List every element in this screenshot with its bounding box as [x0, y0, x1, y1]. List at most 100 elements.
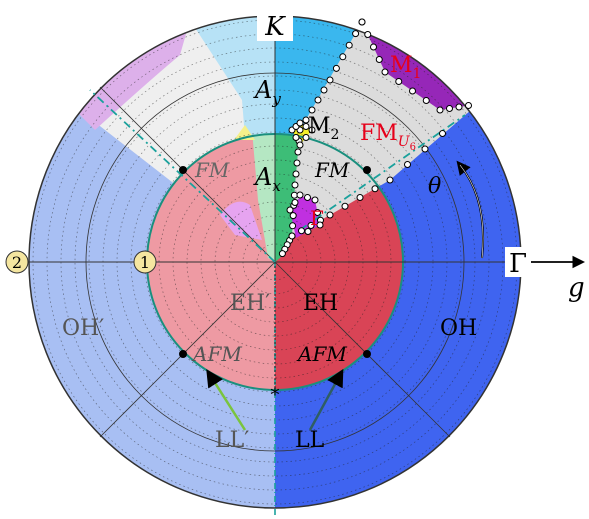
- ay-region: [275, 16, 362, 262]
- boundary-dot: [296, 119, 304, 127]
- boundary-dot: [302, 134, 310, 141]
- boundary-dot: [455, 103, 463, 111]
- g-axis-label: g: [568, 273, 585, 303]
- boundary-dot: [371, 185, 379, 193]
- boundary-dot: [292, 170, 300, 178]
- boundary-dot: [404, 161, 411, 168]
- boundary-dot: [291, 199, 299, 206]
- m2-label: M2: [308, 114, 339, 143]
- ll-label: LL: [295, 428, 325, 453]
- boundary-dot: [291, 181, 299, 189]
- boundary-dot: [436, 106, 444, 114]
- boundary-dot: [375, 56, 383, 63]
- oh-prime-label: OH′: [62, 316, 104, 341]
- boundary-dot: [296, 141, 304, 149]
- boundary-dot: [304, 194, 311, 201]
- theta-label: θ: [428, 174, 441, 199]
- boundary-dot: [446, 105, 453, 112]
- boundary-dot: [307, 222, 315, 229]
- boundary-dot: [409, 87, 416, 95]
- gamma-phase-label: Γ: [310, 206, 324, 230]
- boundary-dot: [293, 159, 301, 167]
- boundary-dot: [345, 41, 353, 49]
- boundary-dot: [386, 176, 394, 184]
- boundary-dot: [339, 53, 347, 61]
- boundary-dot: [439, 130, 446, 137]
- theta-arrow-highlight: [459, 164, 484, 259]
- boundary-dot: [288, 232, 296, 240]
- boundary-dot: [381, 68, 389, 76]
- afm-right-point: [363, 350, 371, 358]
- boundary-dot: [332, 64, 340, 72]
- gamma-axis-label: Γ: [509, 249, 527, 279]
- diag-lower-left: [99, 261, 276, 438]
- m1-label: M1: [390, 53, 421, 82]
- boundary-dot: [465, 102, 472, 109]
- m1-light-region: [60, 20, 190, 130]
- boundary-dot: [314, 96, 322, 104]
- boundary-dot: [302, 123, 310, 130]
- boundary-dot: [294, 148, 302, 156]
- boundary-dot: [395, 78, 403, 85]
- tick-2-marker: [5, 250, 29, 274]
- boundary-dot: [314, 209, 321, 216]
- boundary-dot: [364, 31, 372, 38]
- boundary-dot: [422, 97, 430, 104]
- left-diagonal-teal: [89, 89, 276, 263]
- oh-label: OH: [440, 316, 477, 341]
- eh-upper-region: [292, 180, 403, 258]
- fm-u6-label: FMU6: [360, 121, 416, 153]
- tick-1-marker: [133, 250, 157, 274]
- afm-left-label: AFM: [191, 342, 242, 366]
- boundary-dot: [352, 30, 360, 38]
- boundary-dot: [308, 106, 316, 114]
- k-label: K: [264, 12, 286, 42]
- boundary-dot: [289, 212, 297, 220]
- boundary-dot: [298, 227, 305, 235]
- fm-right-label: FM: [314, 158, 350, 182]
- fm-left-point: [179, 166, 187, 174]
- boundary-dot: [289, 222, 297, 230]
- tick-2-label: 2: [12, 253, 22, 272]
- ll-prime-arrow: [206, 369, 247, 431]
- boundary-dot: [292, 134, 300, 141]
- boundary-dot: [326, 76, 334, 84]
- boundary-dot: [370, 43, 377, 51]
- afm-left-point: [179, 350, 187, 358]
- ay-label: Ay: [253, 76, 281, 108]
- boundary-dot: [316, 221, 324, 229]
- boundary-dot: [304, 228, 312, 235]
- boundary-dot: [421, 145, 429, 153]
- boundary-dot: [358, 18, 366, 26]
- ll-arrow: [308, 368, 344, 431]
- fm-right-point: [363, 166, 371, 174]
- diag-lower-right: [274, 261, 451, 438]
- boundary-dot: [278, 250, 286, 258]
- boundary-dots: [278, 18, 472, 258]
- boundary-dot: [290, 191, 298, 199]
- boundary-dot: [341, 202, 349, 210]
- gamma-label-box: [505, 247, 531, 277]
- boundary-dot: [286, 206, 294, 214]
- ax-label: Ax: [253, 163, 281, 195]
- boundary-dot: [326, 211, 334, 219]
- boundary-dot: [320, 86, 328, 94]
- eh-prime-label: EH′: [230, 291, 270, 316]
- k-label-box: [257, 9, 293, 41]
- gamma-light-region: [220, 201, 262, 240]
- eh-label: EH: [303, 291, 338, 316]
- boundary-dot: [311, 196, 319, 204]
- tick-1-label: 1: [140, 253, 150, 272]
- diag-upper-left: [99, 86, 276, 263]
- star-marker: ∗: [269, 381, 281, 402]
- right-diagonal-teal: [299, 114, 466, 231]
- afm-right-label: AFM: [296, 342, 347, 366]
- boundary-dot: [296, 191, 304, 199]
- ll-prime-label: LL′: [215, 428, 249, 453]
- boundary-dot: [356, 194, 364, 201]
- boundary-dot: [308, 126, 316, 134]
- ax-light-region: [252, 134, 275, 262]
- fm-left-label: FM: [194, 158, 230, 182]
